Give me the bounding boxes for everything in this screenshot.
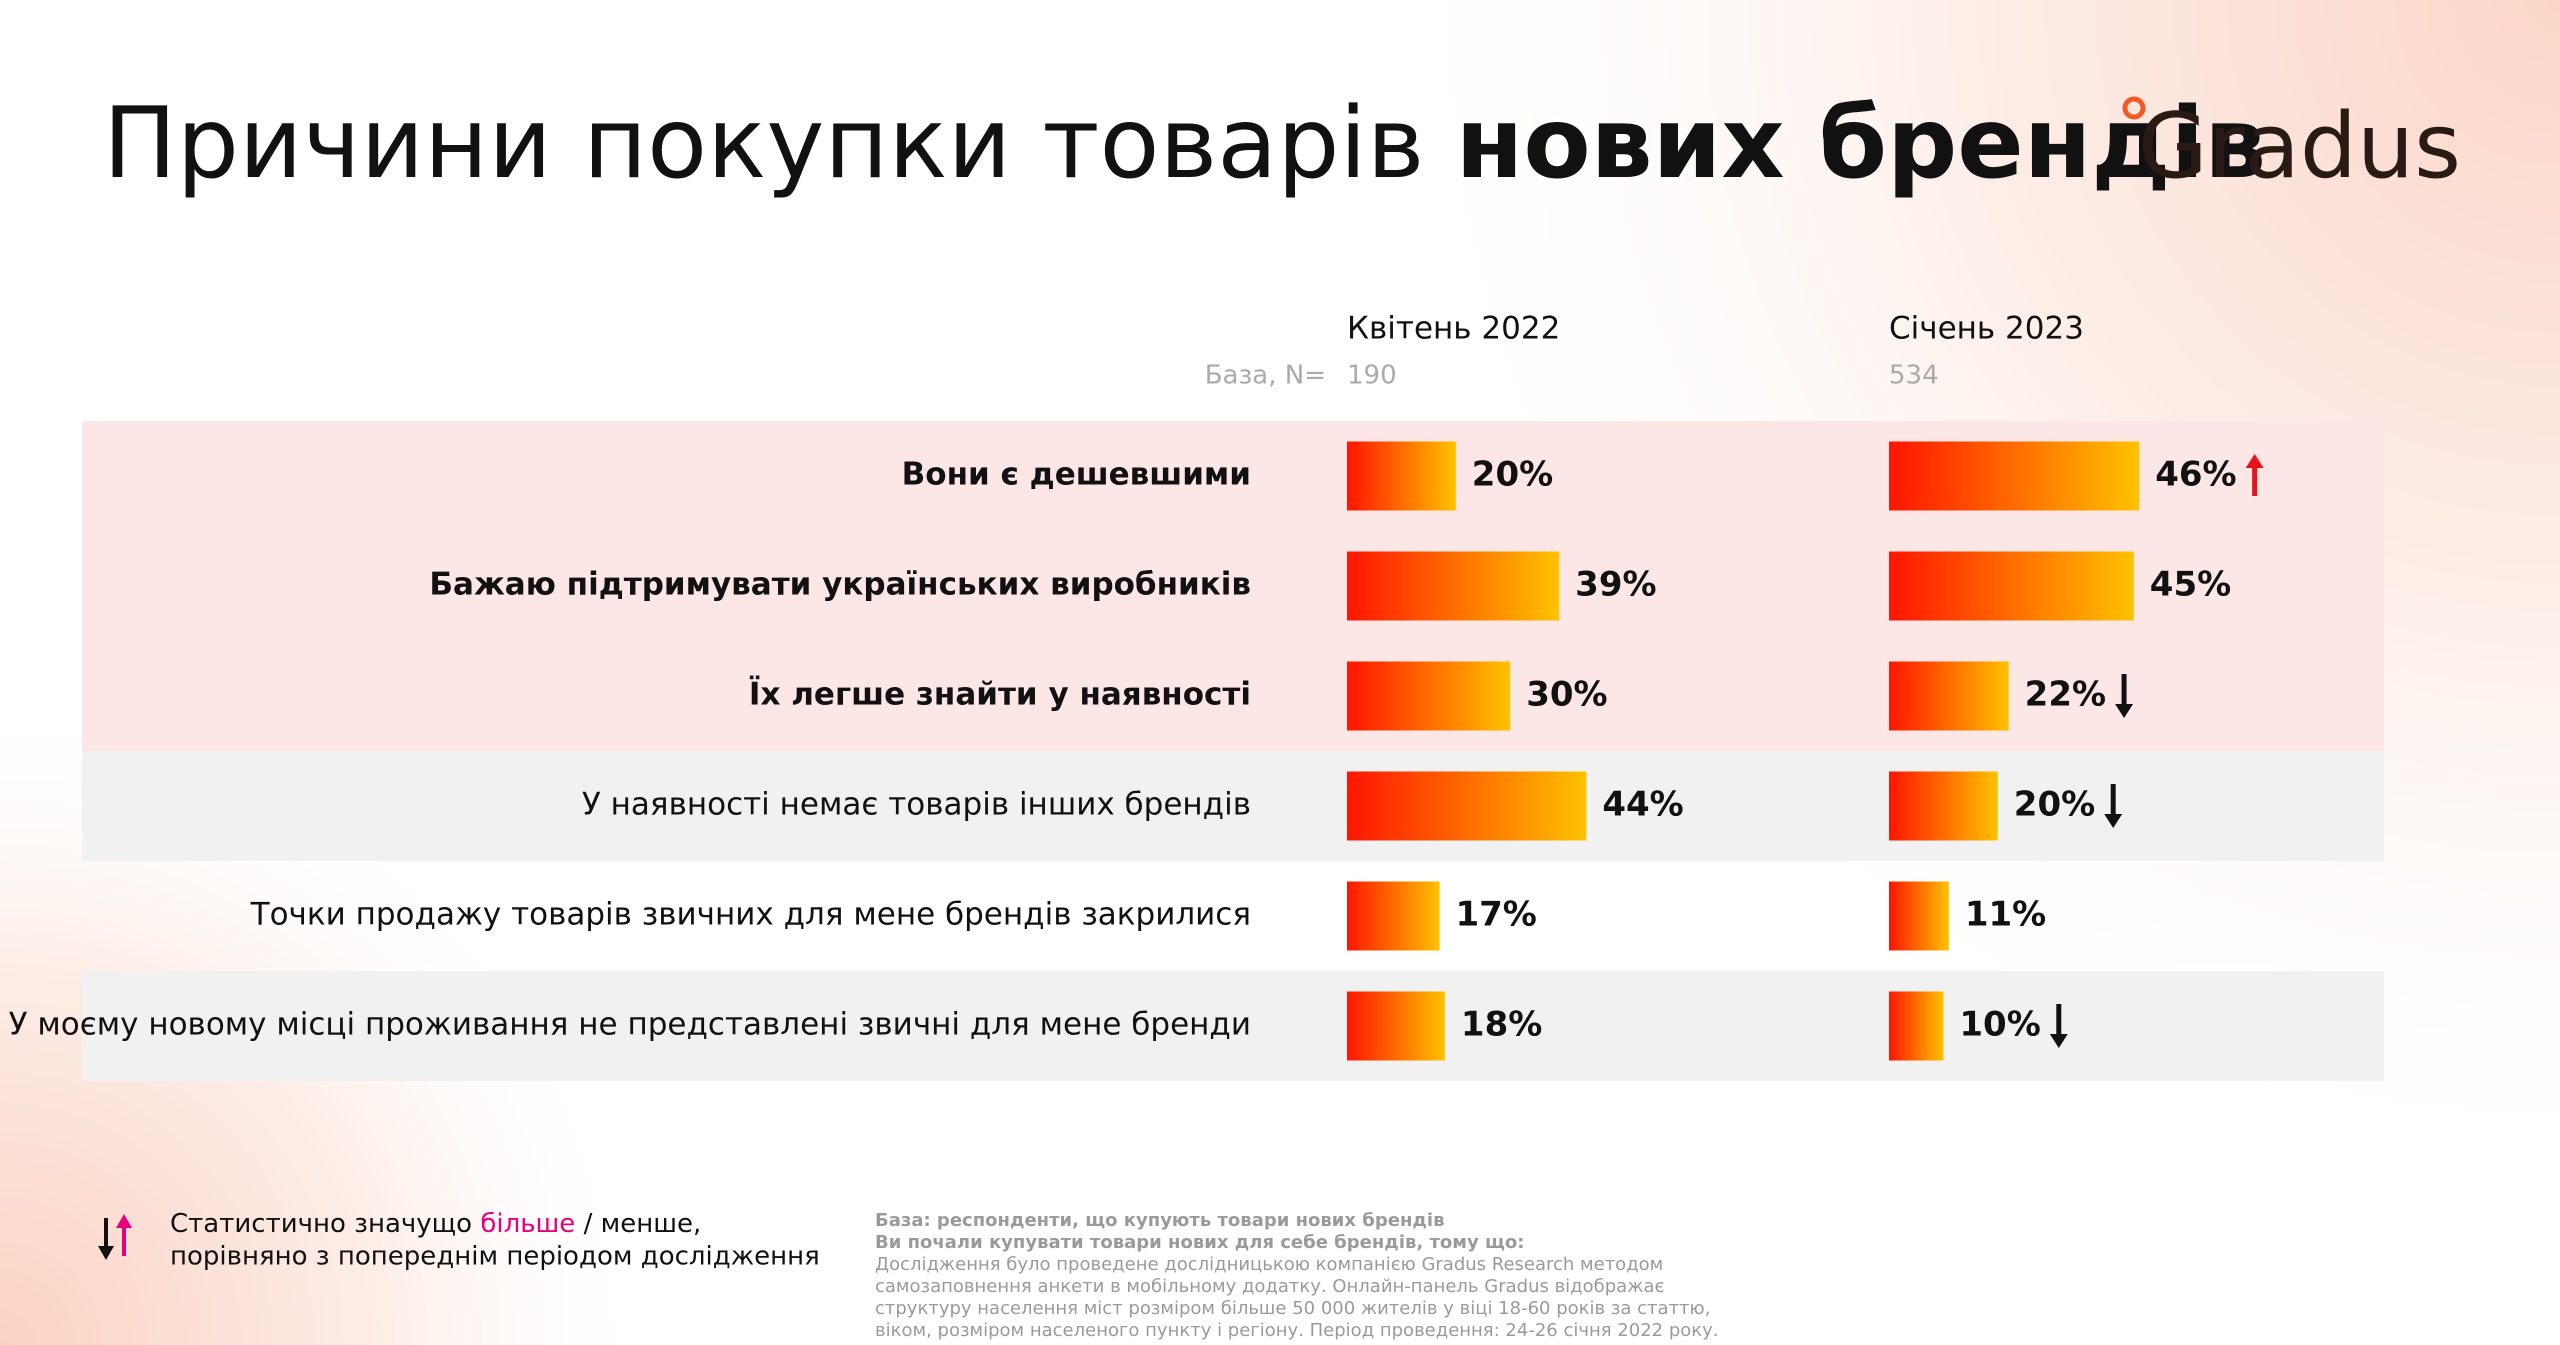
series-name: Квітень 2022 [1347, 311, 1560, 347]
category-label: Їх легше знайти у наявності [749, 677, 1251, 713]
logo: Gradus [2138, 94, 2461, 199]
change-arrow-down [2115, 674, 2134, 718]
legend-text: / менше, [584, 1209, 702, 1239]
series-name: Січень 2023 [1889, 311, 2084, 347]
category-label: Бажаю підтримувати українських виробникі… [429, 567, 1251, 603]
bar [1347, 441, 1456, 511]
value-label: 17% [1455, 895, 1536, 935]
base-label: База, N= [1205, 361, 1326, 391]
legend-text: порівняно з попереднім періодом дослідже… [170, 1242, 820, 1272]
value-label: 22% [2025, 675, 2106, 715]
value-label: 45% [2150, 565, 2231, 605]
bar [1889, 441, 2140, 511]
value-label: 11% [1965, 895, 2046, 935]
footnote-bold: Ви почали купувати товари нових для себе… [875, 1232, 1524, 1253]
bar [1889, 771, 1998, 841]
value-label: 46% [2155, 455, 2236, 495]
legend-text: Статистично значущо більше / менше, [170, 1209, 701, 1239]
logo-dot [2122, 96, 2146, 120]
category-label: У наявності немає товарів інших брендів [582, 787, 1251, 823]
value-label: 30% [1526, 675, 1607, 715]
bar [1347, 551, 1560, 621]
footnote-line: Дослідження було проведене дослідницькою… [875, 1254, 1663, 1275]
legend-arrow-down [98, 1246, 114, 1260]
value-label: 10% [1959, 1005, 2040, 1045]
bar [1889, 661, 2009, 731]
footnote: База: респонденти, що купують товари нов… [875, 1210, 1719, 1341]
footnote-line: віком, розміром населеного пункту і регі… [875, 1320, 1719, 1341]
arrow-head [2245, 454, 2264, 468]
footnote-bold: База: респонденти, що купують товари нов… [875, 1210, 1444, 1231]
category-label: Точки продажу товарів звичних для мене б… [250, 897, 1251, 933]
series-base: 534 [1889, 361, 1939, 391]
arrow-head [2049, 1034, 2068, 1048]
category-label: Вони є дешевшими [902, 457, 1251, 493]
legend-more: більше [480, 1209, 575, 1239]
arrow-head [2115, 704, 2134, 718]
value-label: 39% [1575, 565, 1656, 605]
legend: Статистично значущо більше / менше, порі… [98, 1209, 820, 1272]
category-label: У моєму новому місці проживання не предс… [9, 1007, 1251, 1043]
bar [1889, 551, 2134, 621]
row-band [82, 751, 2384, 861]
title: Причини покупки товарів нових брендів [103, 87, 2266, 201]
bar [1347, 881, 1440, 951]
bar [1889, 991, 1944, 1061]
change-arrow-up [2245, 454, 2264, 496]
bar [1889, 881, 1949, 951]
legend-arrow-up [116, 1214, 132, 1228]
bar [1347, 661, 1511, 731]
rows [82, 421, 2384, 1081]
value-label: 20% [1472, 455, 1553, 495]
footnote-line: самозаповнення анкети в мобільному додат… [875, 1276, 1664, 1297]
arrow-head [2104, 814, 2123, 828]
value-label: 18% [1461, 1005, 1542, 1045]
bar [1347, 991, 1445, 1061]
chart: База, N= Вони є дешевшими Бажаю підтримува… [9, 311, 2264, 1061]
change-arrow-down [2049, 1004, 2068, 1048]
title-regular: Причини покупки товарів [103, 87, 1424, 201]
footnote-line: структуру населення міст розміром більше… [875, 1298, 1710, 1319]
legend-text: Статистично значущо [170, 1209, 472, 1239]
bar [1347, 771, 1587, 841]
title-bold: нових брендів [1456, 87, 2267, 201]
series-base: 190 [1347, 361, 1397, 391]
change-arrow-down [2104, 784, 2123, 828]
value-label: 44% [1602, 785, 1683, 825]
value-label: 20% [2014, 785, 2095, 825]
row-band [82, 971, 2384, 1081]
